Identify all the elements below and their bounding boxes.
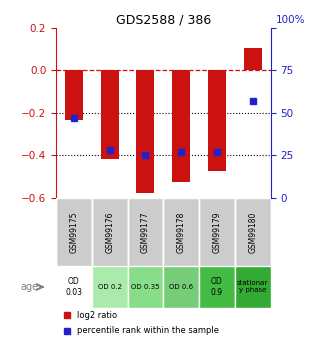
Bar: [65, 70, 83, 120]
Bar: [172, 70, 190, 182]
Bar: [199, 266, 235, 308]
Text: log2 ratio: log2 ratio: [77, 311, 118, 320]
Text: OD 0.35: OD 0.35: [131, 284, 160, 290]
Text: GSM99176: GSM99176: [105, 211, 114, 253]
Bar: [235, 266, 271, 308]
Bar: [56, 266, 92, 308]
Text: GSM99177: GSM99177: [141, 211, 150, 253]
Bar: [92, 266, 128, 308]
Bar: [163, 266, 199, 308]
Bar: [128, 266, 163, 308]
Text: OD
0.9: OD 0.9: [211, 277, 223, 297]
Bar: [101, 70, 118, 159]
Text: GSM99178: GSM99178: [177, 211, 186, 253]
Text: OD 0.2: OD 0.2: [98, 284, 122, 290]
Bar: [56, 198, 92, 266]
Text: GSM99179: GSM99179: [212, 211, 221, 253]
Bar: [235, 198, 271, 266]
Text: 100%: 100%: [276, 15, 306, 25]
Text: percentile rank within the sample: percentile rank within the sample: [77, 326, 220, 335]
Bar: [128, 198, 163, 266]
Bar: [208, 70, 226, 171]
Bar: [163, 198, 199, 266]
Text: GSM99180: GSM99180: [248, 211, 257, 253]
Bar: [92, 198, 128, 266]
Title: GDS2588 / 386: GDS2588 / 386: [116, 13, 211, 27]
Text: OD
0.03: OD 0.03: [65, 277, 82, 297]
Text: GSM99175: GSM99175: [69, 211, 78, 253]
Text: OD 0.6: OD 0.6: [169, 284, 193, 290]
Text: age: age: [21, 282, 39, 292]
Bar: [199, 198, 235, 266]
Text: stationar
y phase: stationar y phase: [237, 280, 268, 294]
Bar: [244, 48, 262, 70]
Bar: [137, 70, 154, 193]
